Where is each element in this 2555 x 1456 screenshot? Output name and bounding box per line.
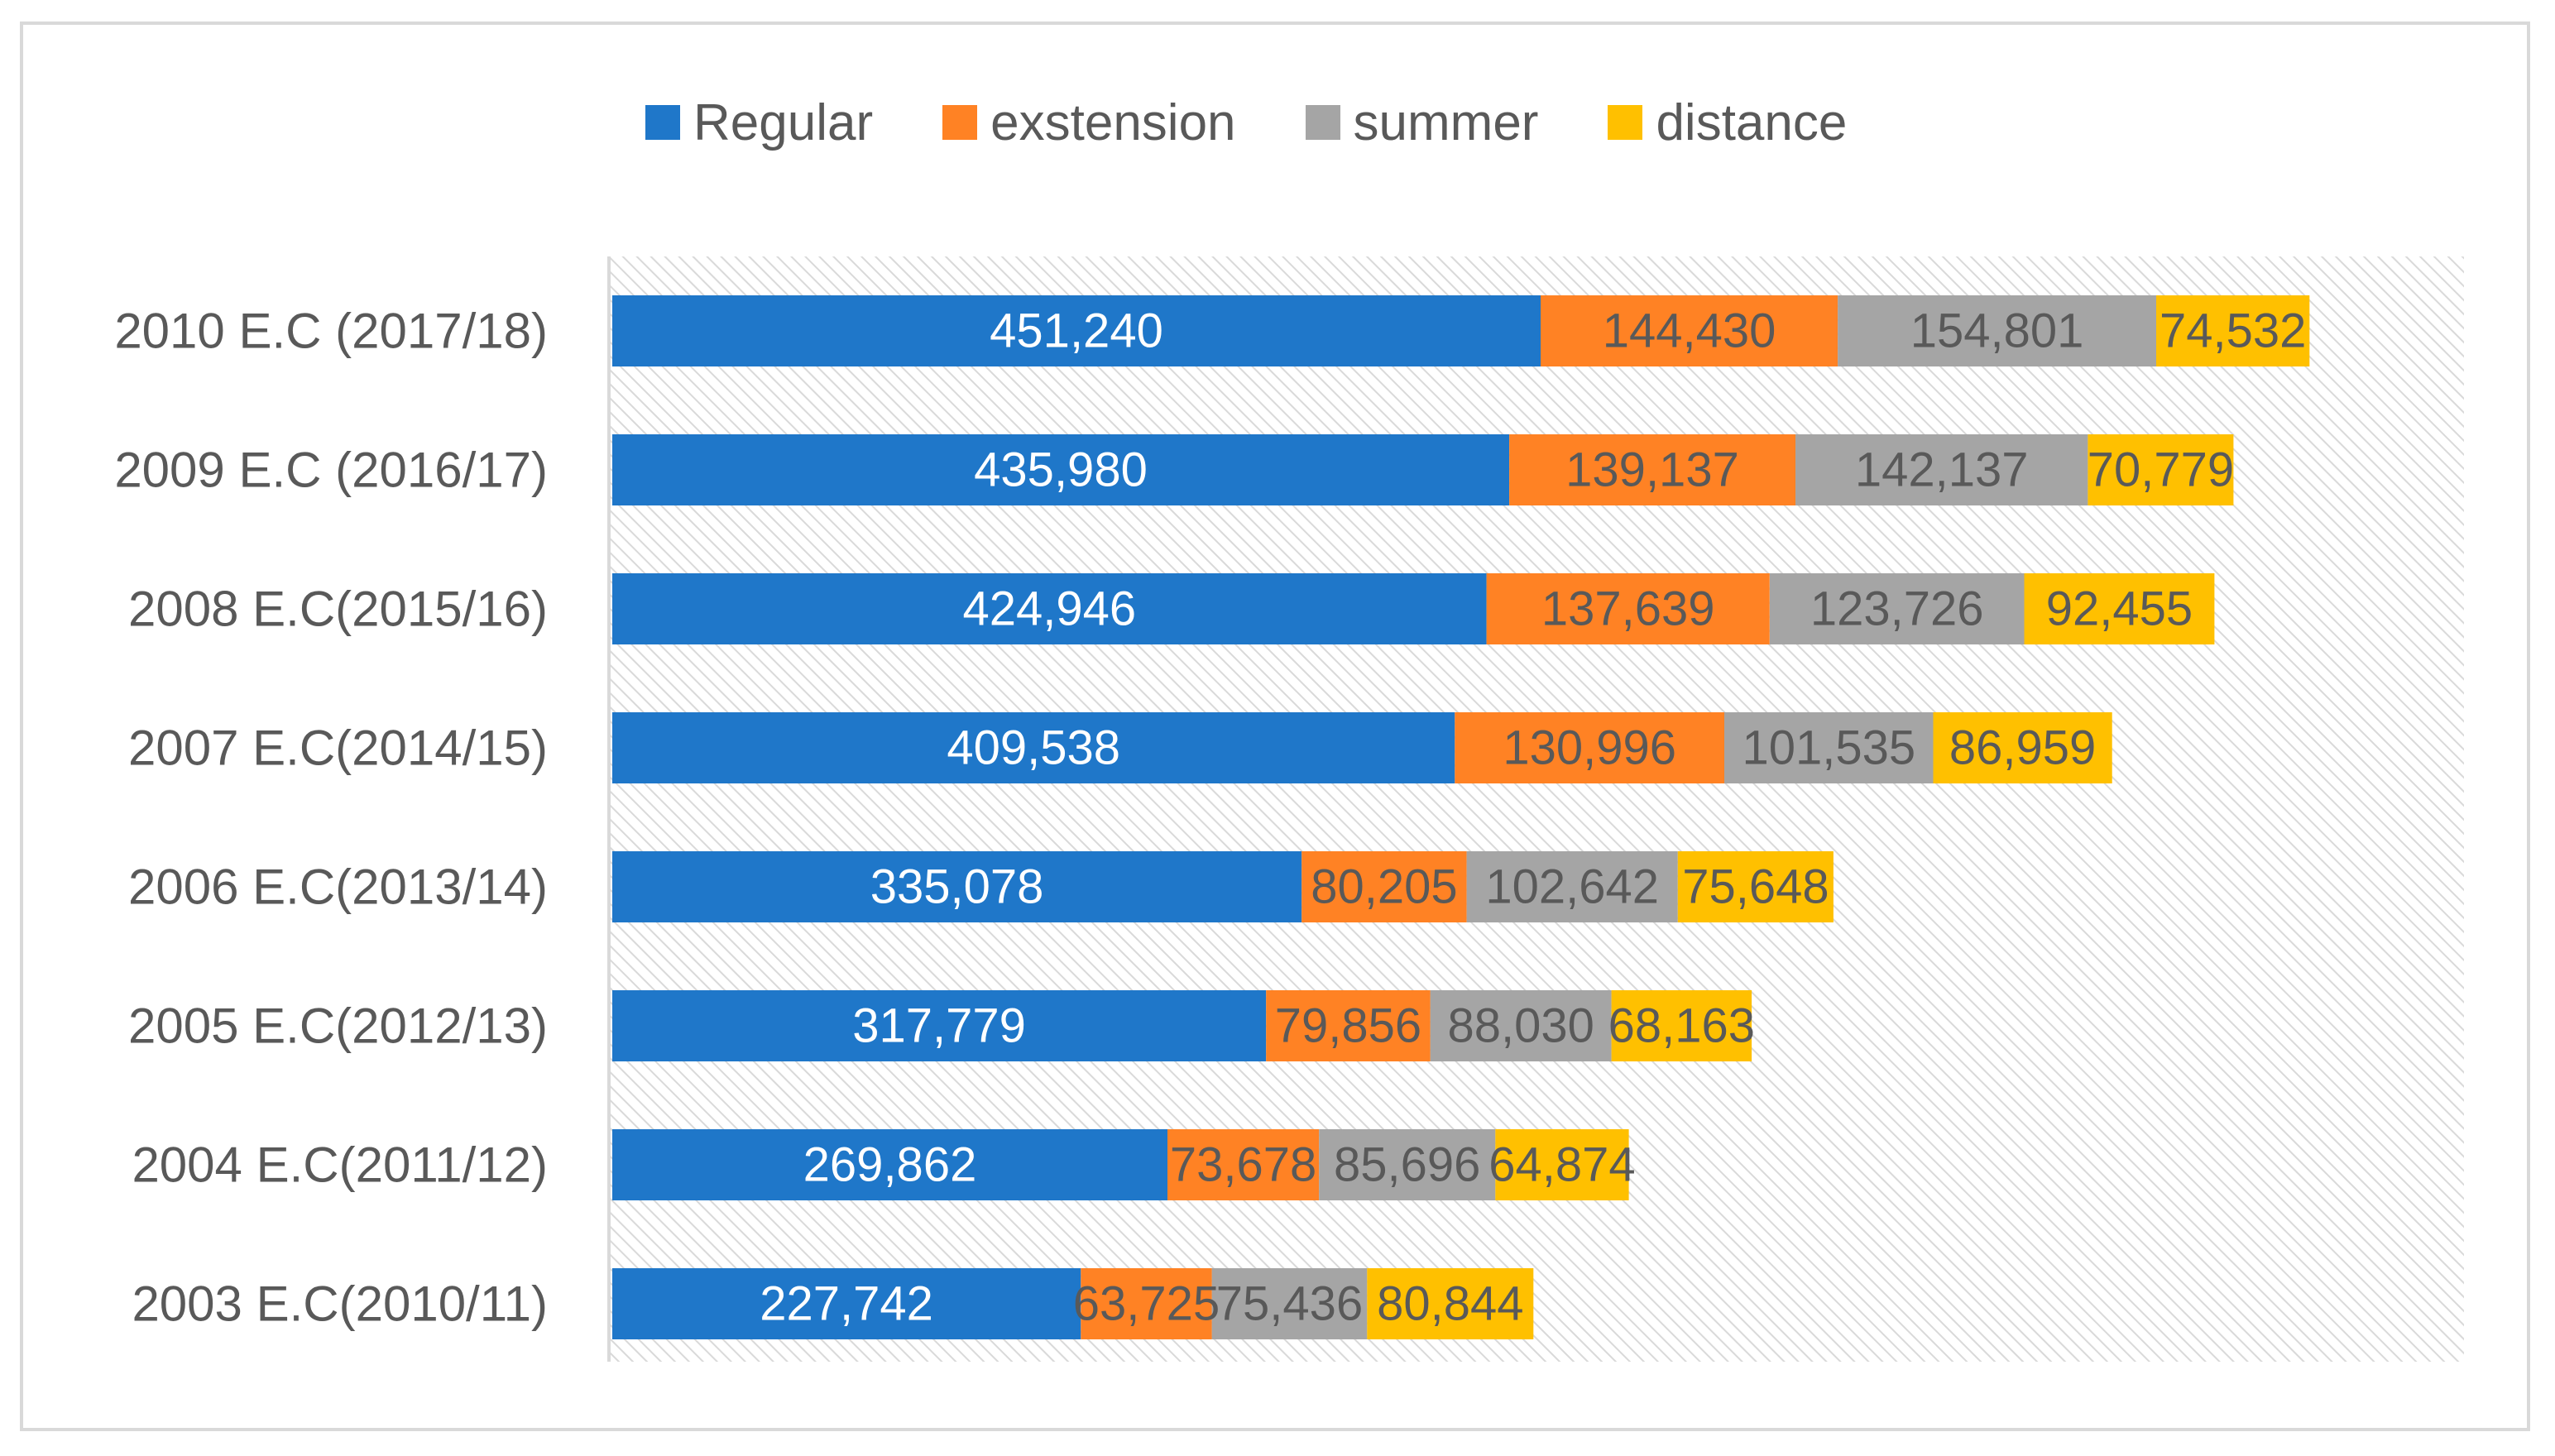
legend-swatch-summer: [1305, 105, 1340, 140]
bar-exstension-4: [1301, 851, 1467, 922]
data-label-exstension-2: 137,639: [1541, 582, 1715, 636]
bar-summer-6: [1319, 1129, 1496, 1200]
legend-label-exstension: exstension: [990, 93, 1236, 151]
legend-label-distance: distance: [1656, 93, 1848, 151]
bar-distance-3: [1933, 712, 2112, 783]
category-label-1: 2009 E.C (2016/17): [114, 443, 548, 498]
bar-exstension-1: [1509, 434, 1796, 505]
bar-regular-1: [612, 434, 1510, 505]
bar-regular-0: [612, 295, 1541, 366]
bar-distance-0: [2156, 295, 2310, 366]
data-label-summer-4: 102,642: [1485, 860, 1659, 914]
data-label-distance-7: 80,844: [1377, 1277, 1523, 1331]
category-label-5: 2005 E.C(2012/13): [128, 999, 548, 1054]
data-label-distance-6: 64,874: [1488, 1138, 1635, 1192]
legend-label-regular: Regular: [693, 93, 874, 151]
bar-regular-6: [612, 1129, 1167, 1200]
bar-summer-0: [1838, 295, 2156, 366]
data-label-summer-5: 88,030: [1447, 999, 1594, 1053]
data-label-summer-2: 123,726: [1810, 582, 1984, 636]
category-label-3: 2007 E.C(2014/15): [128, 721, 548, 776]
category-label-6: 2004 E.C(2011/12): [132, 1138, 548, 1193]
bar-summer-1: [1795, 434, 2088, 505]
category-labels: 2010 E.C (2017/18) 2009 E.C (2016/17) 2008…: [114, 304, 548, 1332]
legend-label-summer: summer: [1353, 93, 1539, 151]
data-label-exstension-3: 130,996: [1503, 721, 1676, 775]
legend-item-regular: Regular: [645, 93, 873, 152]
bar-summer-7: [1211, 1268, 1368, 1339]
bar-exstension-0: [1541, 295, 1838, 366]
bar-regular-2: [612, 573, 1487, 644]
data-label-regular-1: 435,980: [974, 443, 1148, 497]
legend-item-exstension: exstension: [942, 93, 1236, 152]
data-label-regular-4: 335,078: [870, 860, 1044, 914]
bar-summer-3: [1724, 712, 1934, 783]
data-label-regular-2: 424,946: [962, 582, 1136, 636]
bar-summer-4: [1466, 851, 1678, 922]
data-label-summer-6: 85,696: [1334, 1138, 1480, 1192]
legend-swatch-exstension: [942, 105, 978, 140]
chart-legend: Regular exstension summer distance: [645, 89, 1847, 156]
data-label-exstension-6: 73,678: [1170, 1138, 1316, 1192]
data-label-regular-0: 451,240: [990, 304, 1163, 358]
bar-distance-6: [1495, 1129, 1629, 1200]
bars: [612, 295, 2310, 1339]
data-label-distance-4: 75,648: [1682, 860, 1829, 914]
legend-item-summer: summer: [1305, 93, 1539, 152]
bar-summer-2: [1769, 573, 2025, 644]
bar-exstension-5: [1266, 990, 1431, 1061]
data-label-regular-6: 269,862: [803, 1138, 977, 1192]
data-label-distance-1: 70,779: [2088, 443, 2234, 497]
bar-exstension-6: [1167, 1129, 1320, 1200]
bar-labels: 451,240 144,430 154,801 74,532 435,980 139,13…: [760, 304, 2306, 1331]
legend-swatch-distance: [1608, 105, 1643, 140]
bar-distance-2: [2024, 573, 2215, 644]
bar-exstension-2: [1486, 573, 1770, 644]
data-label-exstension-7: 63,725: [1073, 1277, 1220, 1331]
legend-swatch-regular: [645, 105, 680, 140]
data-label-summer-1: 142,137: [1855, 443, 2029, 497]
data-label-exstension-1: 139,137: [1565, 443, 1739, 497]
data-label-distance-2: 92,455: [2046, 582, 2193, 636]
data-label-distance-0: 74,532: [2160, 304, 2306, 358]
category-label-4: 2006 E.C(2013/14): [128, 860, 548, 915]
data-label-distance-5: 68,163: [1608, 999, 1755, 1053]
data-label-exstension-5: 79,856: [1275, 999, 1421, 1053]
data-label-exstension-4: 80,205: [1311, 860, 1457, 914]
bar-regular-5: [612, 990, 1267, 1061]
bar-summer-5: [1430, 990, 1612, 1061]
bar-regular-3: [612, 712, 1455, 783]
data-label-exstension-0: 144,430: [1603, 304, 1776, 358]
data-label-summer-7: 75,436: [1216, 1277, 1363, 1331]
bar-exstension-3: [1455, 712, 1724, 783]
data-label-summer-3: 101,535: [1742, 721, 1915, 775]
bar-regular-7: [612, 1268, 1081, 1339]
category-label-7: 2003 E.C(2010/11): [132, 1276, 548, 1332]
bar-distance-7: [1367, 1268, 1534, 1339]
category-label-2: 2008 E.C(2015/16): [128, 582, 548, 637]
bar-distance-4: [1677, 851, 1834, 922]
bar-regular-4: [612, 851, 1302, 922]
legend-item-distance: distance: [1608, 93, 1847, 152]
data-label-distance-3: 86,959: [1949, 721, 2096, 775]
data-label-regular-3: 409,538: [947, 721, 1120, 775]
bar-distance-5: [1611, 990, 1752, 1061]
data-label-summer-0: 154,801: [1910, 304, 2084, 358]
data-label-regular-7: 227,742: [760, 1277, 933, 1331]
bar-distance-1: [2088, 434, 2234, 505]
bar-exstension-7: [1081, 1268, 1212, 1339]
data-label-regular-5: 317,779: [852, 999, 1026, 1053]
category-label-0: 2010 E.C (2017/18): [114, 304, 548, 359]
